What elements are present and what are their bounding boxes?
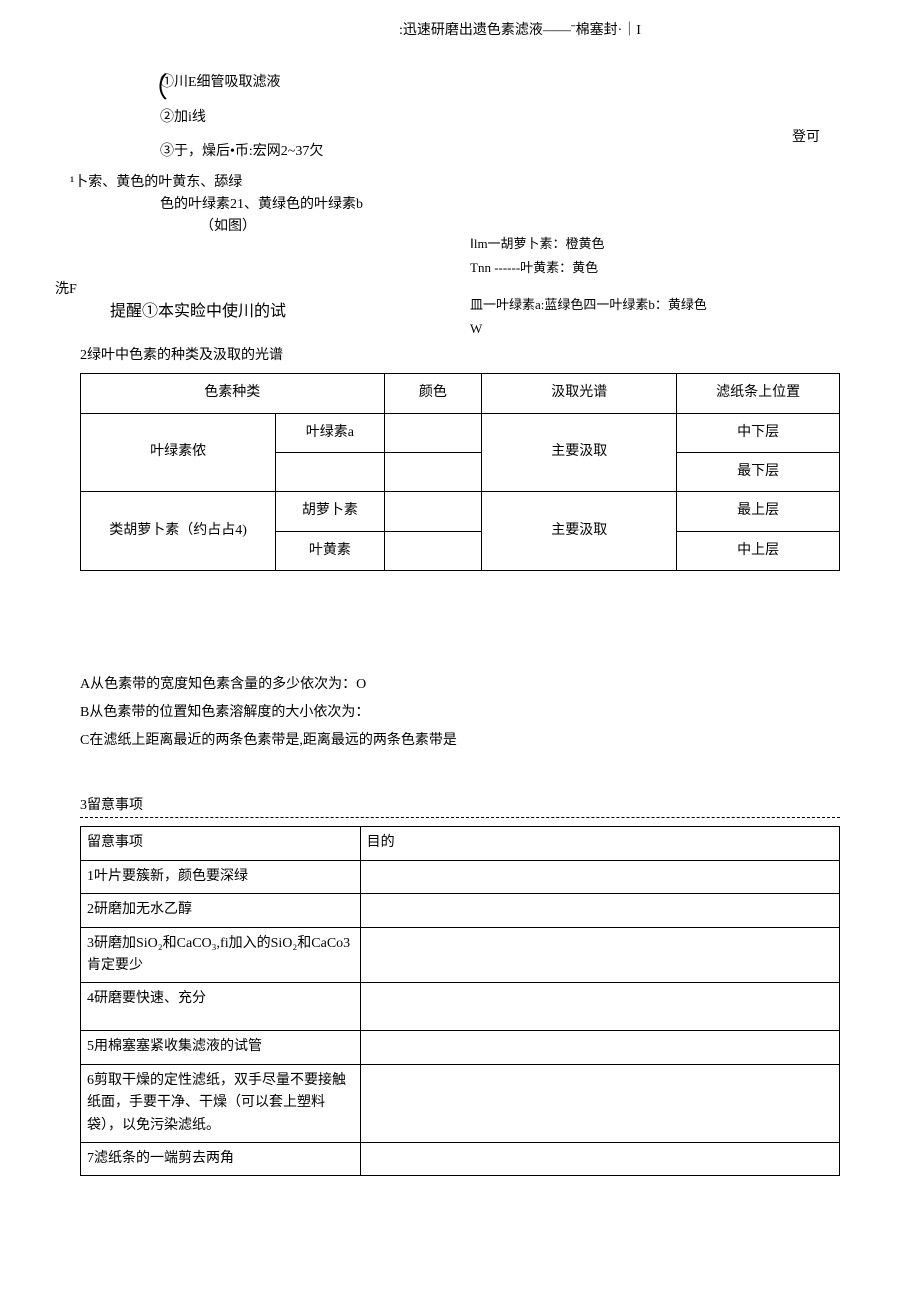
step-2: ②加i线: [160, 107, 540, 129]
line-c: C在滤纸上距离最近的两条色素带是,距离最远的两条色素带是: [80, 727, 880, 755]
cell-color-2: [384, 452, 482, 491]
section-3-title: 3留意事项: [80, 795, 840, 818]
purpose-2: [360, 894, 839, 927]
purpose-6: [360, 1064, 839, 1142]
cell-color-4: [384, 531, 482, 570]
note-6: 6剪取干燥的定性滤纸，双手尽量不要接触纸面，手要干净、干燥（可以套上塑料袋），以…: [81, 1064, 361, 1142]
step-3: ③于，燥后•币:宏网2~37欠: [160, 141, 540, 163]
wash-label: 洗F: [55, 279, 880, 301]
cell-color-1: [384, 413, 482, 452]
table-row: 叶绿素侬 叶绿素a 主要汲取 中下层: [81, 413, 840, 452]
paren-block: （ ①川E细管吸取滤液 ②加i线 ③于，燥后•币:宏网2~37欠: [140, 72, 540, 163]
th-color: 颜色: [384, 374, 482, 413]
cell-pos-1: 中下层: [677, 413, 840, 452]
step-1: ①川E细管吸取滤液: [160, 72, 540, 94]
th-spectrum: 汲取光谱: [482, 374, 677, 413]
purpose-7: [360, 1142, 839, 1175]
table-row: 2研磨加无水乙醇: [81, 894, 840, 927]
note-3: 3研磨加SiO₂和CaCO₃,fi加入的SiO₂和CaCo3肯定要少: [81, 927, 361, 983]
right-legend-box: Ⅰlm一胡萝卜素：橙黄色 Tnn ------叶黄素：黄色 皿一叶绿素a:蓝绿色…: [470, 232, 750, 340]
note-4: 4研磨要快速、充分: [81, 983, 361, 1031]
note-7: 7滤纸条的一端剪去两角: [81, 1142, 361, 1175]
step-3-text: ③于，燥后•币:宏网2~37欠: [160, 144, 323, 159]
note-5: 5用棉塞塞紧收集滤液的试管: [81, 1031, 361, 1064]
middle-text-block: A从色素带的宽度知色素含量的多少依次为：O B从色素带的位置知色素溶解度的大小依…: [80, 671, 880, 755]
table-row: 1叶片要簇新，颜色要深绿: [81, 860, 840, 893]
table-row: 5用棉塞塞紧收集滤液的试管: [81, 1031, 840, 1064]
legend-r4: W: [470, 317, 750, 340]
cell-abs-2: 主要汲取: [482, 492, 677, 571]
purpose-5: [360, 1031, 839, 1064]
legend-r2: Tnn ------叶黄素：黄色: [470, 256, 750, 279]
cell-pos-3: 最上层: [677, 492, 840, 531]
table-header-row: 留意事项 目的: [81, 827, 840, 860]
note-2: 2研磨加无水乙醇: [81, 894, 361, 927]
table-row: 4研磨要快速、充分: [81, 983, 840, 1031]
header-line: :迅速研磨出遗色素滤液——ˉ棉塞封·｜I: [40, 20, 880, 42]
table-row: 7滤纸条的一端剪去两角: [81, 1142, 840, 1175]
pigment-table: 色素种类 颜色 汲取光谱 滤纸条上位置 叶绿素侬 叶绿素a 主要汲取 中下层 最…: [80, 373, 840, 571]
sub-line-1: ¹卜索、黄色的叶黄东、舔绿: [70, 172, 390, 194]
th-position: 滤纸条上位置: [677, 374, 840, 413]
line-a: A从色素带的宽度知色素含量的多少依次为：O: [80, 671, 880, 699]
sub-text-block: ¹卜索、黄色的叶黄东、舔绿 色的叶绿素21、黄绿色的叶绿素b （如图）: [70, 172, 390, 239]
cell-sub-3: 胡萝卜素: [276, 492, 384, 531]
th-purpose: 目的: [360, 827, 839, 860]
notes-table: 留意事项 目的 1叶片要簇新，颜色要深绿 2研磨加无水乙醇 3研磨加SiO₂和C…: [80, 826, 840, 1176]
left-column: （ ①川E细管吸取滤液 ②加i线 ③于，燥后•币:宏网2~37欠 ¹卜索、黄色的…: [140, 72, 540, 238]
cell-color-3: [384, 492, 482, 531]
cell-sub-4: 叶黄素: [276, 531, 384, 570]
cell-pos-4: 中上层: [677, 531, 840, 570]
table-header-row: 色素种类 颜色 汲取光谱 滤纸条上位置: [81, 374, 840, 413]
purpose-1: [360, 860, 839, 893]
cell-abs-1: 主要汲取: [482, 413, 677, 492]
step-1-text: ①川E细管吸取滤液: [160, 75, 281, 90]
cell-type-1: 叶绿素侬: [81, 413, 276, 492]
cell-sub-1: 叶绿素a: [276, 413, 384, 452]
top-section: （ ①川E细管吸取滤液 ②加i线 ③于，燥后•币:宏网2~37欠 ¹卜索、黄色的…: [40, 72, 880, 324]
table-row: 类胡萝卜素（约占占4) 胡萝卜素 主要汲取 最上层: [81, 492, 840, 531]
legend-r1: Ⅰlm一胡萝卜素：橙黄色: [470, 232, 750, 255]
sub-line-3: （如图）: [200, 216, 390, 238]
legend-r3: 皿一叶绿素a:蓝绿色四一叶绿素b：黄绿色: [470, 293, 750, 316]
note-1: 1叶片要簇新，颜色要深绿: [81, 860, 361, 893]
section-2-title: 2绿叶中色素的种类及汲取的光谱: [80, 345, 880, 367]
purpose-4: [360, 983, 839, 1031]
table-row: 3研磨加SiO₂和CaCO₃,fi加入的SiO₂和CaCo3肯定要少: [81, 927, 840, 983]
cell-pos-2: 最下层: [677, 452, 840, 491]
line-b: B从色素带的位置知色素溶解度的大小依次为：: [80, 699, 880, 727]
sub-line-2-text: 色的叶绿素21、黄绿色的叶绿素b: [160, 197, 363, 212]
cell-sub-2: [276, 452, 384, 491]
sub-line-2: 色的叶绿素21、黄绿色的叶绿素b: [160, 194, 390, 216]
cell-type-2: 类胡萝卜素（约占占4): [81, 492, 276, 571]
purpose-3: [360, 927, 839, 983]
table-row: 6剪取干燥的定性滤纸，双手尽量不要接触纸面，手要干净、干燥（可以套上塑料袋），以…: [81, 1064, 840, 1142]
th-type: 色素种类: [81, 374, 385, 413]
open-paren-icon: （: [140, 67, 168, 112]
th-note: 留意事项: [81, 827, 361, 860]
right-float-text: 登可: [792, 127, 820, 149]
